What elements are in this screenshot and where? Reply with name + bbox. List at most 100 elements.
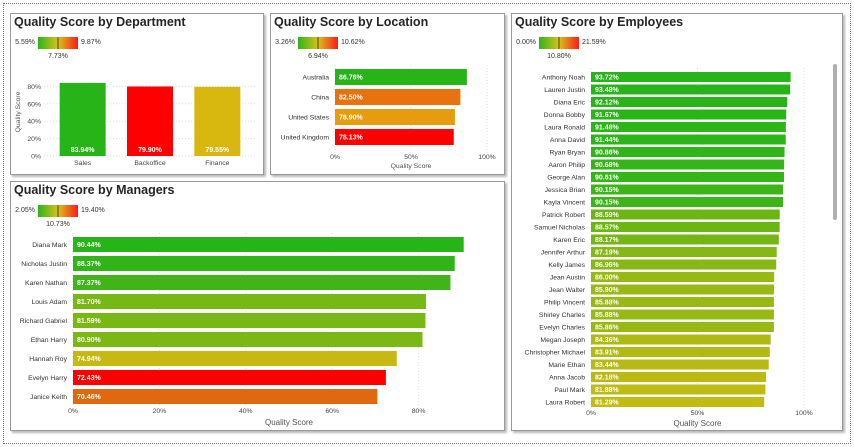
data-label: 78.90%	[339, 115, 364, 122]
data-label: 87.19%	[595, 250, 620, 257]
location-panel[interactable]: Quality Score by Location 3.26% 10.62% 6.9…	[270, 13, 505, 175]
category-label: Jennifer Arthur	[541, 250, 586, 257]
data-label: 87.37%	[77, 280, 102, 287]
category-label: Hannah Roy	[29, 356, 67, 363]
x-tick-label: 80%	[412, 408, 426, 415]
data-label: 90.68%	[595, 162, 620, 169]
data-label: 88.59%	[595, 212, 620, 219]
x-tick-label: 60%	[325, 408, 339, 415]
x-tick-label: Sales	[74, 160, 92, 167]
category-label: Anthony Noah	[542, 75, 585, 82]
category-label: Diana Mark	[32, 242, 67, 249]
legend-mid-label: 10.73%	[46, 221, 70, 228]
bar	[73, 389, 378, 404]
managers-title: Quality Score by Managers	[14, 183, 175, 197]
legend-max-label: 21.59%	[582, 39, 606, 46]
category-label: Karen Eric	[553, 237, 585, 244]
bar	[335, 89, 461, 105]
data-label: 83.91%	[595, 350, 620, 357]
category-label: Anna Jacob	[549, 375, 585, 382]
data-label: 83.44%	[595, 362, 620, 369]
data-label: 82.18%	[595, 375, 620, 382]
category-label: Megan Joseph	[540, 337, 585, 344]
category-label: Louis Adam	[31, 299, 67, 306]
employees-title: Quality Score by Employees	[515, 15, 684, 29]
data-label: 84.36%	[595, 337, 620, 344]
x-tick-label: 100%	[478, 154, 495, 161]
bar	[73, 256, 455, 271]
category-label: Philip Vincent	[544, 300, 585, 307]
bar	[591, 372, 767, 382]
x-tick-label: 20%	[153, 408, 167, 415]
legend-min-label: 2.05%	[15, 207, 35, 214]
data-label: 86.76%	[339, 75, 364, 82]
x-axis-title: Quality Score	[391, 163, 432, 170]
employees-panel[interactable]: Quality Score by Employees 0.00% 21.59% 10…	[511, 13, 843, 431]
legend-mid-label: 6.94%	[308, 53, 328, 60]
data-label: 91.67%	[595, 112, 620, 119]
category-label: Anna David	[550, 137, 585, 144]
category-label: Nicholas Justin	[21, 261, 67, 268]
category-label: Shirley Charles	[539, 312, 586, 319]
x-tick-label: Finance	[205, 160, 229, 167]
x-tick-label: 0%	[330, 154, 340, 161]
employees-scrollbar[interactable]	[833, 64, 837, 220]
bar	[591, 72, 791, 82]
department-panel[interactable]: Quality Score by Department 5.59% 9.87% 7.…	[10, 13, 264, 175]
managers-chart: 2.05% 19.40% 10.73% 0% 20% 40% 60% 80% Quality S…	[15, 205, 464, 427]
category-label: Marie Ethan	[548, 362, 585, 369]
category-label: Laura Robert	[545, 400, 585, 407]
data-label: 91.44%	[595, 137, 620, 144]
category-label: Jessica Brian	[545, 187, 586, 194]
bar	[591, 109, 787, 120]
bar	[591, 172, 784, 182]
bar	[591, 97, 788, 107]
data-label: 85.88%	[595, 300, 620, 307]
legend-min-label: 3.26%	[275, 39, 295, 46]
bar	[591, 259, 777, 270]
data-label: 90.61%	[595, 175, 620, 182]
bar	[591, 384, 766, 395]
bar	[591, 334, 771, 345]
legend-mid-label: 7.73%	[48, 53, 68, 60]
bar	[591, 272, 775, 282]
data-label: 86.96%	[595, 262, 620, 269]
bar	[591, 397, 765, 407]
x-tick-label: 0%	[68, 408, 78, 415]
data-label: 78.13%	[339, 135, 364, 142]
y-tick-label: 40%	[27, 119, 41, 126]
x-tick-label: 100%	[795, 410, 812, 417]
legend-min-label: 5.59%	[15, 39, 35, 46]
managers-panel[interactable]: Quality Score by Managers 2.05% 19.40% 10.…	[10, 181, 505, 431]
data-label: 93.48%	[595, 87, 620, 94]
data-label: 90.15%	[595, 200, 620, 207]
bar	[73, 294, 426, 309]
bar	[591, 347, 770, 357]
bar	[591, 122, 786, 132]
x-tick-label: 50%	[691, 410, 705, 417]
bar-sales	[59, 82, 106, 156]
data-label: 88.17%	[595, 237, 620, 244]
y-tick-label: 20%	[27, 136, 41, 143]
data-label: 70.46%	[77, 394, 102, 401]
data-label: 88.57%	[595, 225, 620, 232]
legend-max-label: 9.87%	[81, 39, 101, 46]
location-title: Quality Score by Location	[274, 15, 429, 29]
y-tick-label: 60%	[27, 101, 41, 108]
data-label: 82.50%	[339, 95, 364, 102]
legend-min-label: 0.00%	[516, 39, 536, 46]
bar	[591, 222, 780, 232]
data-label: 90.86%	[595, 150, 620, 157]
legend-max-label: 10.62%	[341, 39, 365, 46]
legend-max-label: 19.40%	[81, 207, 105, 214]
bar	[591, 184, 784, 195]
data-label: 86.00%	[595, 275, 620, 282]
x-tick-label: 0%	[586, 410, 596, 417]
category-label: China	[311, 95, 329, 102]
bar	[591, 84, 791, 95]
data-label: 92.12%	[595, 100, 620, 107]
y-axis-title: Quality Score	[15, 91, 22, 132]
data-label: 81.88%	[595, 387, 620, 394]
category-label: Aaron Philip	[548, 162, 585, 169]
data-label: 72.43%	[77, 375, 102, 382]
